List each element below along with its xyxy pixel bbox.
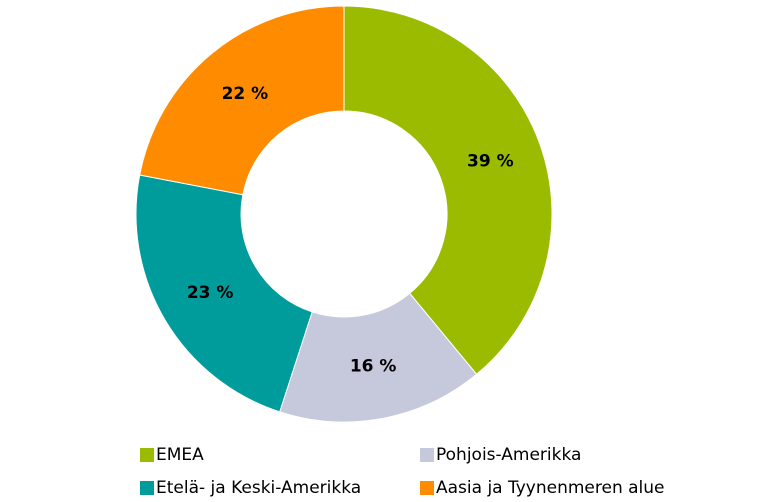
value-label: 39 % xyxy=(467,151,514,171)
value-label: 23 % xyxy=(187,283,234,303)
legend-label: Aasia ja Tyynenmeren alue xyxy=(436,478,665,498)
legend-swatch xyxy=(140,448,154,462)
legend-swatch xyxy=(420,448,434,462)
legend-label: Pohjois-Amerikka xyxy=(436,445,581,465)
donut-slice xyxy=(139,5,345,196)
legend-swatch xyxy=(420,481,434,495)
legend-swatch xyxy=(140,481,154,495)
value-label: 22 % xyxy=(222,84,269,104)
value-label: 16 % xyxy=(350,357,397,377)
legend-label: Etelä- ja Keski-Amerikka xyxy=(156,478,361,498)
legend-label: EMEA xyxy=(156,445,204,465)
donut-slice xyxy=(343,5,553,375)
donut-slice xyxy=(279,292,478,423)
donut-slice xyxy=(135,174,313,413)
